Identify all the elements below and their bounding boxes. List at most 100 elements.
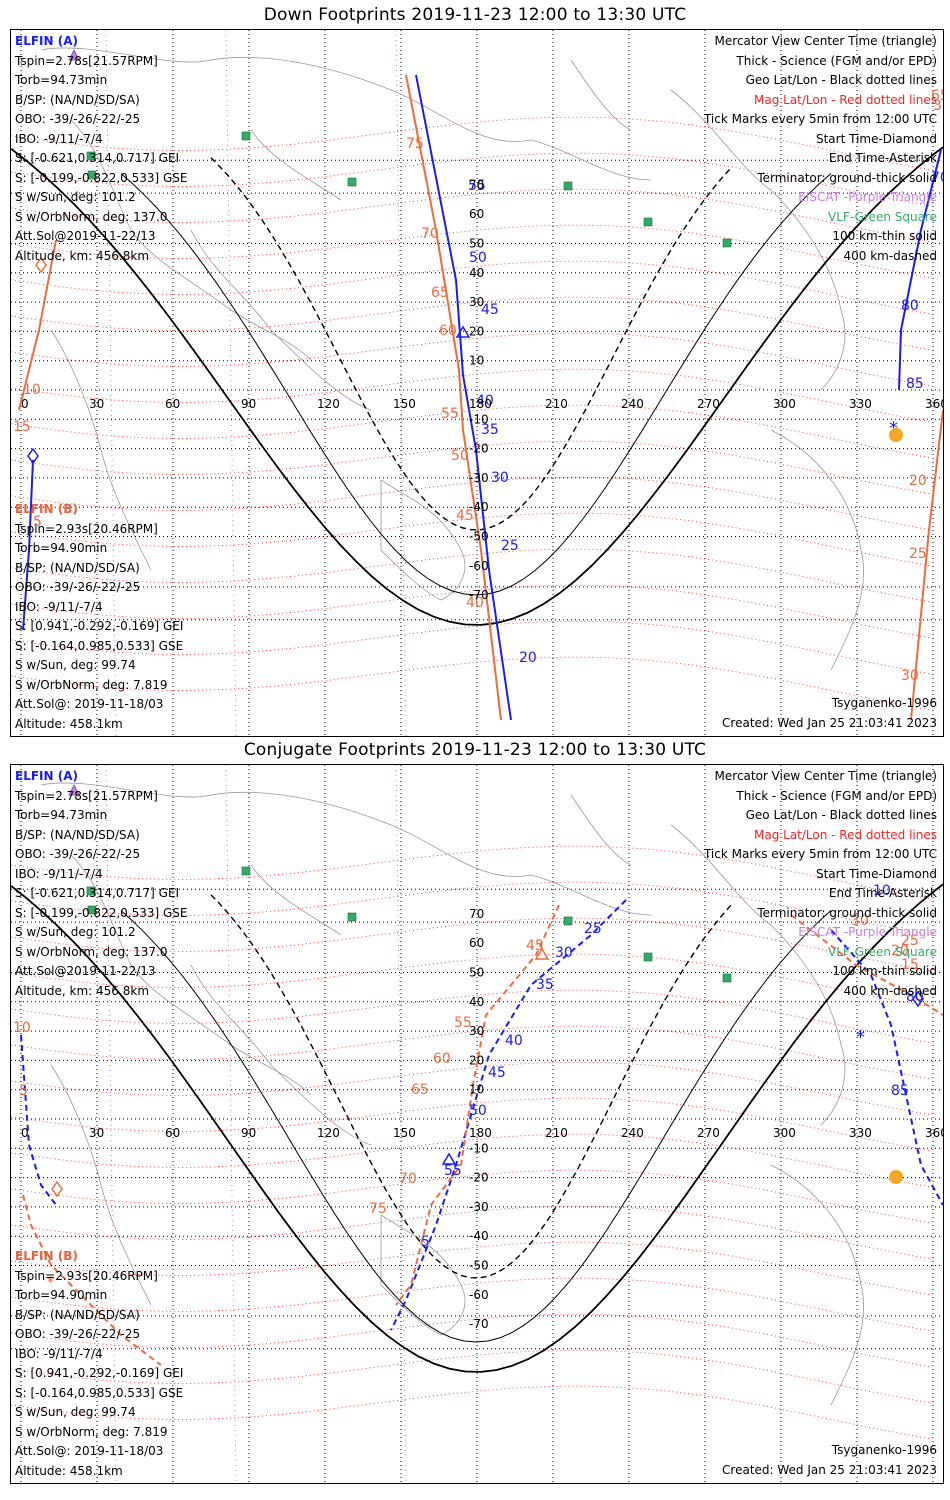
elfin-b-line: S w/Sun, deg: 99.74 xyxy=(15,658,136,672)
legend-item: 100 km-thin solid xyxy=(832,964,937,978)
legend: Mercator View Center Time (triangle) Thic… xyxy=(704,34,937,268)
lat-tick-label: 40 xyxy=(469,995,484,1009)
legend-item: VLF-Green Square xyxy=(828,944,937,959)
coastline xyxy=(50,329,152,571)
view-center-triangle-icon xyxy=(534,947,550,960)
elfin-a-track xyxy=(20,1034,57,1206)
vlf-square-icon xyxy=(86,151,96,161)
terminator-ground xyxy=(11,146,943,626)
vlf-square-icon xyxy=(86,886,96,896)
legend-item: VLF-Green Square xyxy=(828,209,937,224)
elfin-a-track-label: 5 xyxy=(421,1234,430,1250)
legend-item: Mag Lat/Lon - Red dotted lines xyxy=(753,827,937,842)
view-center-triangle-icon xyxy=(441,1152,457,1165)
elfin-a-track-label: 85 xyxy=(891,1083,909,1099)
elfin-a-line: Torb=94.73min xyxy=(15,73,108,87)
elfin-a-track-label: 50 xyxy=(469,250,487,266)
elfin-b-info: ELFIN (B) Tspin=2.93s[20.46RPM] Torb=94.9… xyxy=(15,502,183,731)
lat-tick-label: 20 xyxy=(469,1053,484,1067)
map-canvas: 55 50 45 40 35 30 25 20 70 80 85 75 70 65 60 55 50 45 40 5 1… xyxy=(11,30,943,736)
legend-item: Mag Lat/Lon - Red dotted lines xyxy=(753,92,937,107)
elfin-b-track xyxy=(405,74,502,721)
lat-tick-label: 60 xyxy=(469,207,484,221)
elfin-b-track-label: 75 xyxy=(369,1201,387,1217)
lon-tick-label: 180 xyxy=(469,1126,492,1140)
coastline xyxy=(190,964,372,1146)
lon-tick-label: 240 xyxy=(621,397,644,411)
elfin-b-line: Tspin=2.93s[20.46RPM] xyxy=(15,1268,158,1283)
elfin-a-track xyxy=(415,74,512,721)
elfin-b-line: Torb=94.90min xyxy=(15,1288,108,1302)
elfin-a-track-label: 85 xyxy=(906,376,924,392)
elfin-b-line: Tspin=2.93s[20.46RPM] xyxy=(15,521,158,536)
elfin-a-line: Tspin=2.78s[21.57RPM] xyxy=(15,788,158,803)
lat-tick-label: -70 xyxy=(469,588,489,602)
terminator-400km xyxy=(210,894,732,1279)
elfin-b-label: ELFIN (B) xyxy=(15,1249,78,1263)
lon-tick-label: 270 xyxy=(697,1126,720,1140)
elfin-a-line: Tspin=2.78s[21.57RPM] xyxy=(15,53,158,68)
coastline xyxy=(250,129,342,201)
elfin-a-track-label: 10 xyxy=(873,883,891,899)
lat-tick-label: -20 xyxy=(469,1171,489,1185)
elfin-b-track-label: 60 xyxy=(439,323,457,339)
legend-item: Tick Marks every 5min from 12:00 UTC xyxy=(703,112,937,126)
lat-tick-label: 70 xyxy=(469,907,484,921)
legend-item: Geo Lat/Lon - Black dotted lines xyxy=(745,73,937,87)
lat-tick-label: -60 xyxy=(469,1288,489,1302)
mag-meridian xyxy=(225,30,237,736)
elfin-b-track-label: 10 xyxy=(13,1020,31,1036)
legend-item: End Time-Asterisk xyxy=(828,151,937,165)
lat-tick-label: -10 xyxy=(469,1141,489,1155)
model-label: Tsyganenko-1996 xyxy=(831,696,937,710)
vlf-square-icon xyxy=(643,217,653,227)
view-center-triangle-icon xyxy=(455,325,471,338)
legend-item: Thick - Science (FGM and/or EPD) xyxy=(736,788,937,803)
elfin-a-track-label: 70 xyxy=(931,170,943,186)
elfin-b-line: Altitude: 458.1km xyxy=(15,1463,123,1478)
elfin-b-track xyxy=(910,409,943,721)
created-timestamp: Created: Wed Jan 25 21:03:41 2023 xyxy=(722,1463,937,1477)
mag-meridian xyxy=(225,765,237,1483)
eiscat-triangle-icon xyxy=(68,49,80,61)
panel-title-conjugate: Conjugate Footprints 2019-11-23 12:00 to… xyxy=(243,740,707,760)
elfin-a-track-label: 55 xyxy=(444,1163,462,1179)
coastline xyxy=(190,229,372,411)
elfin-a-line: S w/Sun, deg: 101.2 xyxy=(15,925,136,939)
elfin-a-track xyxy=(22,459,34,631)
elfin-a-track xyxy=(390,899,627,1331)
lat-tick-label: -60 xyxy=(469,559,489,573)
coastline xyxy=(570,59,632,131)
start-diamond-icon xyxy=(51,1180,63,1198)
elfin-a-track xyxy=(898,149,942,391)
elfin-b-line: B/SP: (NA/ND/SD/SA) xyxy=(15,560,140,575)
coastline xyxy=(380,479,466,601)
elfin-b-track-label: 70 xyxy=(421,226,439,242)
lon-tick-label: 330 xyxy=(849,397,872,411)
legend-item: EISCAT -Purple Triangle xyxy=(798,925,937,939)
elfin-b-track-label: 20 xyxy=(891,943,909,959)
coastline xyxy=(770,429,865,671)
elfin-b-line: B/SP: (NA/ND/SD/SA) xyxy=(15,1307,140,1322)
elfin-b-line: S: [0.941,-0.292,-0.169] GEI xyxy=(15,619,184,633)
elfin-b-line: S w/OrbNorm, deg: 7.819 xyxy=(15,1424,168,1439)
elfin-b-line: IBO: -9/11/-7/4 xyxy=(15,599,103,614)
legend-item: 400 km-dashed xyxy=(843,983,937,998)
elfin-b-track-label: 55 xyxy=(441,406,459,422)
lat-tick-label: 50 xyxy=(469,966,484,980)
elfin-b-track-label: 10 xyxy=(23,382,41,398)
elfin-b-line: S w/Sun, deg: 99.74 xyxy=(15,1405,136,1419)
elfin-b-info: ELFIN (B) Tspin=2.93s[20.46RPM] Torb=94.9… xyxy=(15,1249,183,1478)
lon-tick-label: 0 xyxy=(21,397,29,411)
start-diamond-icon xyxy=(27,447,39,465)
lat-tick-label: 70 xyxy=(469,178,484,192)
elfin-b-track-label: 65 xyxy=(411,1082,429,1098)
elfin-b-track-label: 45 xyxy=(526,938,544,954)
elfin-a-track-label: 30 xyxy=(491,470,509,486)
elfin-a-track-label: 35 xyxy=(481,422,499,438)
elfin-b-track-label: 50 xyxy=(451,448,469,464)
elfin-a-track-label: 80 xyxy=(901,298,919,314)
elfin-a-track-label: 45 xyxy=(488,1065,506,1081)
elfin-a-track xyxy=(830,929,943,1206)
lon-tick-label: 330 xyxy=(849,1126,872,1140)
